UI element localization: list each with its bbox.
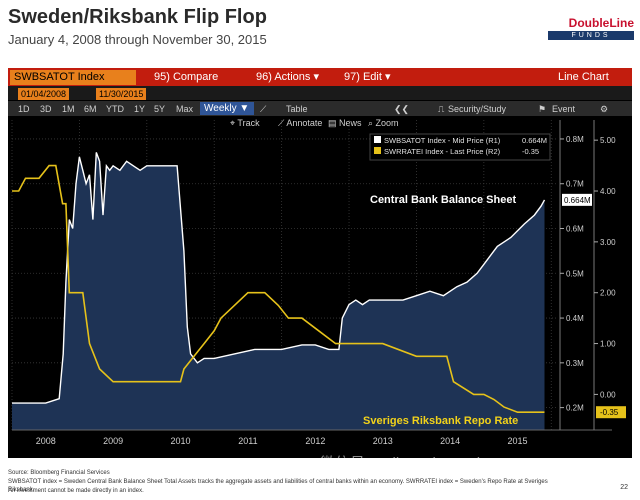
y-left-tick-label: 0.6M <box>566 225 584 234</box>
balance-last-value-box <box>562 193 592 206</box>
x-tick-label: 2012 <box>305 436 325 446</box>
balance-sheet-area <box>12 152 545 430</box>
doubleline-logo: DoubleLine FUNDS <box>548 16 634 50</box>
y-left-tick-label: 0.3M <box>566 359 584 368</box>
event-button[interactable]: Event <box>552 104 576 114</box>
legend-value: 0.664M <box>522 136 547 145</box>
chart-legend: SWBSATOT Index - Mid Price (R1) 0.664M SWR… <box>369 133 551 161</box>
legend-swatch <box>374 147 381 154</box>
balance-sheet-line <box>12 152 546 404</box>
logo-sub: FUNDS <box>548 31 634 40</box>
footnote-disclaimer: An investment cannot be made directly in… <box>8 488 144 494</box>
ticker-field[interactable]: SWBSATOT Index <box>10 70 136 85</box>
legend-label: SWRRATEI Index - Last Price (R2) <box>384 147 501 156</box>
end-date-field[interactable]: 11/30/2015 <box>96 88 147 100</box>
track-tool[interactable]: ⌖ Track <box>230 118 260 128</box>
y-right-tick-label: 2.00 <box>600 289 616 298</box>
x-tick-label: 2010 <box>171 436 191 446</box>
annotation-repo-rate: Sveriges Riksbank Repo Rate <box>363 415 518 427</box>
repo-rate-line <box>12 164 545 413</box>
top-toolbar <box>8 68 632 86</box>
chart-svg: 2008 2009 2010 2011 2012 2013 2014 2015 0.8M 0.7M… <box>11 120 626 446</box>
zoom-tool[interactable]: ⌕ Zoom <box>368 118 399 128</box>
logo-name: DoubleLine <box>568 16 634 30</box>
period-1d[interactable]: 1D <box>18 104 30 114</box>
chart-axes: 2008 2009 2010 2011 2012 2013 2014 2015 0.8M 0.7M… <box>12 120 626 446</box>
annotate-tool[interactable]: ⟋ Annotate <box>278 118 323 128</box>
actions-menu[interactable]: 96) Actions ▾ <box>256 71 319 83</box>
period-1m[interactable]: 1M <box>62 104 75 114</box>
chart-icon: ⎍ <box>438 104 445 114</box>
period-3d[interactable]: 3D <box>40 104 52 114</box>
legend-swatch <box>374 136 381 143</box>
date-toolbar <box>8 86 632 100</box>
start-date-field[interactable]: 01/04/2008 <box>18 88 70 100</box>
repo-last-value: -0.35 <box>600 408 619 417</box>
y-left-tick-label: 0.7M <box>566 180 584 189</box>
bloomberg-terminal: SWBSATOT Index 95) Compare 96) Actions ▾… <box>8 68 632 458</box>
balance-last-value: 0.664M <box>564 196 591 205</box>
annotation-balance-sheet: Central Bank Balance Sheet <box>370 194 516 206</box>
x-tick-label: 2013 <box>373 436 393 446</box>
y-right-tick-label: 5.00 <box>600 136 616 145</box>
news-tool[interactable]: ▤ News <box>328 118 362 128</box>
y-left-tick-label: 0.4M <box>566 314 584 323</box>
compare-menu[interactable]: 95) Compare <box>154 71 219 83</box>
period-max[interactable]: Max <box>176 104 194 114</box>
y-right-tick-label: 3.00 <box>600 238 616 247</box>
period-1y[interactable]: 1Y <box>134 104 146 114</box>
gear-icon[interactable]: ⚙ <box>600 104 609 114</box>
repo-last-value-box <box>596 406 626 419</box>
legend-label: SWBSATOT Index - Mid Price (R1) <box>384 136 501 145</box>
y-right-tick-label: 4.00 <box>600 187 616 196</box>
y-left-tick-label: 0.2M <box>566 404 584 413</box>
y-left-tick-label: 0.5M <box>566 269 584 278</box>
chart-type-label[interactable]: Line Chart <box>558 71 609 83</box>
y-right-tick-label: 1.00 <box>600 340 616 349</box>
x-tick-label: 2014 <box>440 436 460 446</box>
period-toolbar <box>8 101 632 116</box>
x-tick-label: 2015 <box>508 436 528 446</box>
period-5y[interactable]: 5Y <box>154 104 166 114</box>
page-number: 22 <box>620 484 628 491</box>
slide-title: Sweden/Riksbank Flip Flop <box>8 6 267 28</box>
frequency-dropdown[interactable]: Weekly ▼ <box>200 102 254 115</box>
source-note: Source: Bloomberg Financial Services <box>8 470 110 476</box>
legend-value: -0.35 <box>522 147 539 156</box>
chart-annotations: Central Bank Balance Sheet Sveriges Riksb… <box>363 194 518 427</box>
security-study-button[interactable]: Security/Study <box>448 104 507 114</box>
x-tick-label: 2011 <box>238 436 257 446</box>
y-left-tick-label: 0.8M <box>566 135 584 144</box>
table-button[interactable]: Table <box>286 104 308 114</box>
x-tick-label: 2008 <box>36 436 56 446</box>
y-right-tick-label: 0.00 <box>600 390 616 399</box>
x-tick-label: 2009 <box>103 436 123 446</box>
period-ytd[interactable]: YTD <box>106 104 124 114</box>
footnote-definitions: SWBSATOT index = Sweden Central Bank Bal… <box>8 479 548 493</box>
wechat-watermark: 微信号: DailyMarketUpdate <box>320 455 501 472</box>
flag-icon: ⚑ <box>538 104 547 114</box>
slide-subtitle: January 4, 2008 through November 30, 201… <box>8 32 267 47</box>
edit-menu[interactable]: 97) Edit ▾ <box>344 71 391 83</box>
period-6m[interactable]: 6M <box>84 104 97 114</box>
line-chart-icon[interactable]: ⟋ <box>260 104 267 114</box>
collapse-icon[interactable]: ❮❮ <box>394 104 410 114</box>
legend-box <box>369 133 551 161</box>
